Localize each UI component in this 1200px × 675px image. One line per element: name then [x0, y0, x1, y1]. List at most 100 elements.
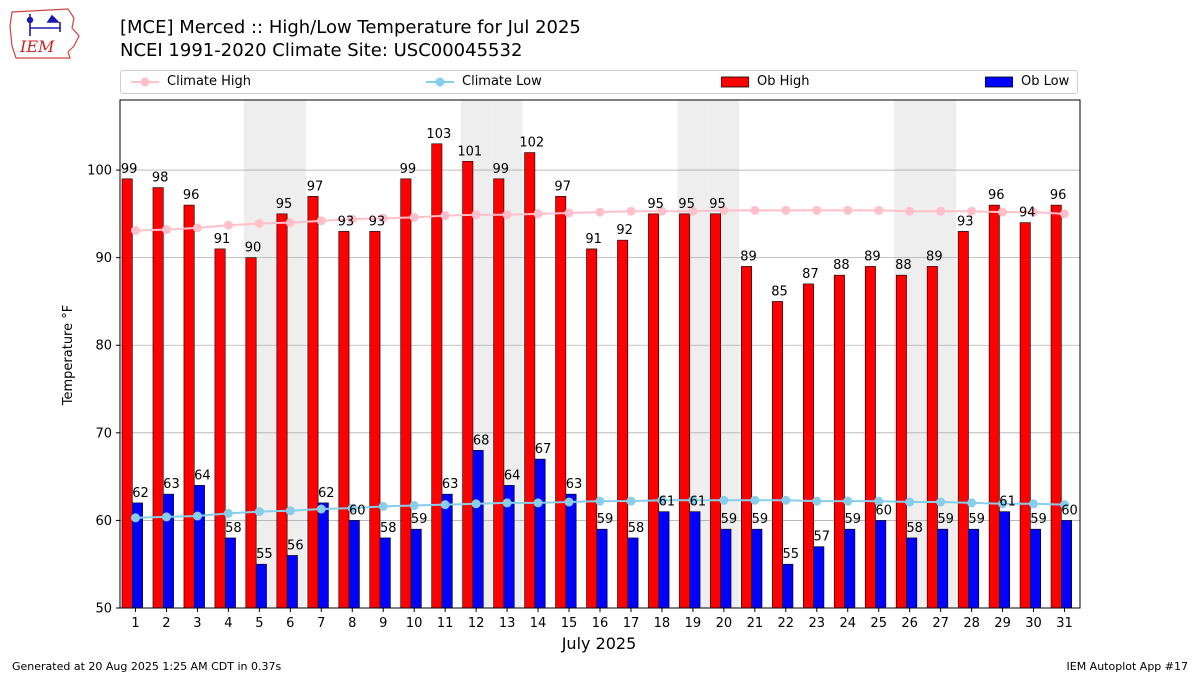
x-tick-label-26: 26 — [901, 616, 918, 631]
bar-ob-low-day-24 — [844, 528, 856, 609]
bar-ob-high-day-1 — [121, 178, 133, 609]
bar-ob-low-day-28 — [968, 528, 980, 609]
point-climate-low-day-7 — [316, 504, 326, 514]
bar-ob-high-day-7 — [307, 196, 319, 609]
weekend-shade-day-20 — [708, 100, 740, 608]
plot-frame — [119, 99, 1081, 609]
legend-item-climate-high: Climate High — [131, 74, 251, 89]
x-tick-label-8: 8 — [348, 616, 356, 631]
bar-ob-low-day-14 — [534, 458, 546, 609]
point-climate-low-day-14 — [533, 498, 543, 508]
label-ob-high-day-3: 96 — [183, 188, 200, 203]
bar-ob-low-day-4 — [224, 537, 236, 609]
label-ob-low-day-9: 58 — [380, 521, 397, 536]
legend-swatch-climate-high — [131, 77, 159, 86]
weekend-shading — [243, 100, 957, 608]
point-climate-high-day-25 — [874, 205, 884, 215]
label-ob-low-day-22: 55 — [783, 547, 800, 562]
legend-label-climate-high: Climate High — [167, 74, 252, 89]
point-climate-low-day-19 — [688, 495, 698, 505]
point-climate-high-day-7 — [316, 216, 326, 226]
bar-ob-high-day-11 — [431, 143, 443, 609]
label-ob-low-day-23: 57 — [814, 530, 831, 545]
point-climate-high-day-5 — [254, 218, 264, 228]
bar-ob-high-day-8 — [338, 231, 350, 609]
label-ob-high-day-22: 85 — [771, 284, 788, 299]
gridlines — [120, 169, 1080, 521]
label-ob-low-day-26: 58 — [906, 521, 923, 536]
x-tick-label-22: 22 — [778, 616, 795, 631]
point-climate-high-day-12 — [471, 210, 481, 220]
label-ob-high-day-23: 87 — [802, 267, 819, 282]
bar-ob-low-day-9 — [379, 537, 391, 609]
weekend-shade-day-13 — [491, 100, 523, 608]
point-climate-high-day-22 — [781, 205, 791, 215]
label-ob-low-day-2: 63 — [163, 477, 180, 492]
bar-ob-low-day-23 — [813, 546, 825, 609]
point-climate-low-day-17 — [626, 496, 636, 506]
point-climate-low-day-10 — [409, 501, 419, 511]
bar-ob-high-day-24 — [833, 274, 845, 609]
label-ob-low-day-1: 62 — [132, 486, 149, 501]
x-tick-label-28: 28 — [963, 616, 980, 631]
bar-ob-low-day-30 — [1030, 528, 1042, 609]
x-tick-label-23: 23 — [809, 616, 826, 631]
label-ob-high-day-19: 95 — [678, 197, 695, 212]
label-ob-low-day-11: 63 — [442, 477, 459, 492]
bar-ob-low-day-18 — [658, 511, 670, 609]
x-tick-label-16: 16 — [592, 616, 609, 631]
x-tick-label-15: 15 — [561, 616, 578, 631]
label-ob-low-day-4: 58 — [225, 521, 242, 536]
legend-swatch-ob-high — [721, 76, 749, 87]
bar-ob-high-day-3 — [183, 204, 195, 609]
point-climate-high-day-24 — [843, 205, 853, 215]
bar-ob-low-day-7 — [317, 502, 329, 609]
bar-ob-low-day-12 — [472, 450, 484, 609]
logo-text: IEM — [19, 37, 55, 56]
bar-ob-low-day-25 — [875, 520, 887, 609]
y-tick-label-70: 70 — [95, 426, 112, 441]
data-labels: 99 62 98 63 96 64 91 58 90 55 95 56 97 62 93 60 93 58 99 59… — [121, 127, 1078, 562]
x-tick-label-24: 24 — [839, 616, 856, 631]
label-ob-low-day-21: 59 — [752, 512, 769, 527]
x-tick-label-4: 4 — [224, 616, 232, 631]
point-climate-low-day-8 — [347, 503, 357, 513]
line-climate-high — [135, 209, 1065, 232]
label-ob-high-day-10: 99 — [400, 162, 417, 177]
label-ob-low-day-29: 61 — [999, 495, 1016, 510]
iem-logo: IEM — [9, 8, 80, 59]
y-tick-label-80: 80 — [95, 339, 112, 354]
point-climate-low-day-5 — [254, 507, 264, 517]
weather-station-icon — [26, 14, 61, 36]
weekend-shade-day-19 — [677, 100, 709, 608]
bar-ob-high-day-18 — [648, 213, 660, 609]
bar-ob-high-day-26 — [895, 274, 907, 609]
label-ob-low-day-28: 59 — [968, 512, 985, 527]
label-ob-low-day-31: 60 — [1061, 503, 1078, 518]
label-ob-low-day-27: 59 — [937, 512, 954, 527]
x-tick-label-2: 2 — [162, 616, 170, 631]
point-climate-low-day-27 — [936, 497, 946, 507]
point-climate-low-day-11 — [440, 500, 450, 510]
label-ob-low-day-3: 64 — [194, 468, 211, 483]
climate-lines — [130, 205, 1070, 523]
point-climate-low-day-28 — [967, 498, 977, 508]
point-climate-low-day-4 — [223, 508, 233, 518]
label-ob-low-day-10: 59 — [411, 512, 428, 527]
bar-ob-high-day-12 — [462, 161, 474, 609]
bar-ob-high-day-19 — [679, 213, 691, 609]
bar-ob-low-day-26 — [906, 537, 918, 609]
point-climate-high-day-13 — [502, 210, 512, 220]
point-climate-high-day-8 — [347, 214, 357, 224]
point-climate-high-day-6 — [285, 218, 295, 228]
point-climate-high-day-3 — [192, 223, 202, 233]
x-tick-label-6: 6 — [286, 616, 294, 631]
x-tick-label-17: 17 — [623, 616, 640, 631]
label-ob-high-day-17: 92 — [616, 223, 633, 238]
label-ob-low-day-8: 60 — [349, 503, 366, 518]
y-tick-label-50: 50 — [95, 602, 112, 617]
bar-ob-high-day-17 — [617, 239, 629, 609]
bars — [121, 143, 1072, 609]
point-climate-high-day-31 — [1060, 209, 1070, 219]
